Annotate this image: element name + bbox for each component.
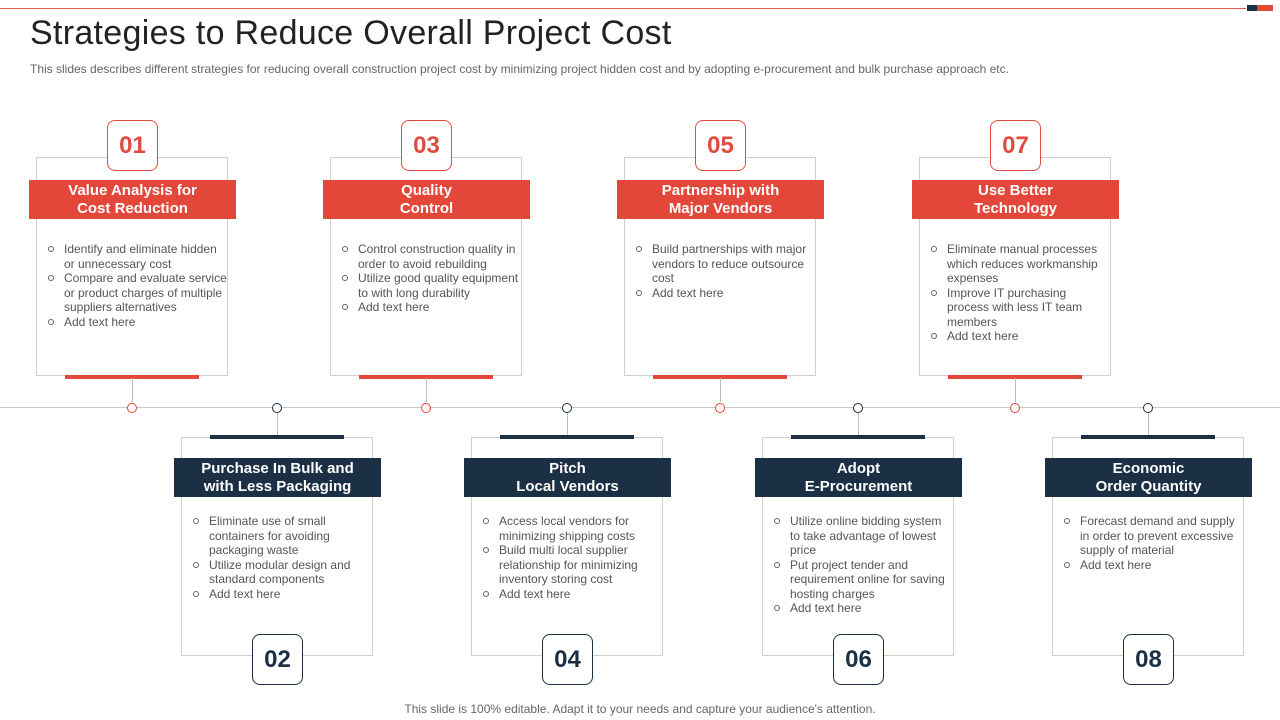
strategy-title-line: Partnership with [661,181,780,199]
connector-line [720,378,721,402]
bullet-item: Add text here [772,601,954,616]
strategy-title: Use Better Technology [912,180,1119,219]
strategy-title-line: Purchase In Bulk and [201,459,354,477]
timeline-line [0,407,1280,408]
timeline-node [1143,403,1153,413]
connector-line [426,378,427,402]
bullet-item: Add text here [46,315,228,330]
strategy-title-line: Value Analysis for [68,181,197,199]
page-subtitle: This slides describes different strategi… [30,62,1009,76]
strategy-title-line: Major Vendors [668,199,773,217]
step-number: 06 [833,634,884,685]
accent-bar [500,435,634,439]
accent-bar [359,375,493,379]
timeline-node [127,403,137,413]
strategy-bullets: Eliminate use of small containers for av… [191,514,373,601]
strategy-title: Adopt E-Procurement [755,458,962,497]
strategy-title-line: Pitch [549,459,586,477]
bullet-item: Utilize modular design and standard comp… [191,558,373,587]
strategy-bullets: Access local vendors for minimizing ship… [481,514,663,601]
top-rule [0,8,1246,9]
strategy-bullets: Forecast demand and supply in order to p… [1062,514,1244,572]
bullet-item: Add text here [929,329,1111,344]
strategy-title-line: Technology [973,199,1058,217]
strategy-title-line: Use Better [977,181,1054,199]
accent-bar [948,375,1082,379]
timeline-node [1010,403,1020,413]
strategy-bullets: Utilize online bidding system to take ad… [772,514,954,616]
strategy-title: Pitch Local Vendors [464,458,671,497]
connector-line [1148,412,1149,435]
timeline-node [853,403,863,413]
bullet-item: Improve IT purchasing process with less … [929,286,1111,330]
timeline-node [562,403,572,413]
timeline-node [272,403,282,413]
strategy-title-line: Order Quantity [1095,477,1202,495]
connector-line [567,412,568,435]
accent-bar [210,435,344,439]
bullet-item: Identify and eliminate hidden or unneces… [46,242,228,271]
strategy-bullets: Identify and eliminate hidden or unneces… [46,242,228,329]
strategy-title-line: Economic [1112,459,1185,477]
bullet-item: Put project tender and requirement onlin… [772,558,954,602]
strategy-bullets: Build partnerships with major vendors to… [634,242,816,300]
strategy-title-line: with Less Packaging [203,477,352,495]
strategy-title-line: Local Vendors [516,477,619,495]
accent-bar [653,375,787,379]
step-number: 05 [695,120,746,171]
strategy-title-line: Control [399,199,454,217]
bullet-item: Utilize online bidding system to take ad… [772,514,954,558]
accent-bar [1081,435,1215,439]
bullet-item: Forecast demand and supply in order to p… [1062,514,1244,558]
strategy-title-line: Adopt [836,459,881,477]
connector-line [132,378,133,402]
bullet-item: Build partnerships with major vendors to… [634,242,816,286]
strategy-title: Economic Order Quantity [1045,458,1252,497]
bullet-item: Eliminate manual processes which reduces… [929,242,1111,286]
timeline-node [421,403,431,413]
strategy-bullets: Eliminate manual processes which reduces… [929,242,1111,344]
connector-line [277,412,278,435]
step-number: 08 [1123,634,1174,685]
bullet-item: Add text here [191,587,373,602]
bullet-item: Add text here [1062,558,1244,573]
bullet-item: Add text here [634,286,816,301]
accent-bar [791,435,925,439]
timeline-node [715,403,725,413]
bullet-item: Eliminate use of small containers for av… [191,514,373,558]
bullet-item: Add text here [340,300,522,315]
strategy-title: Purchase In Bulk and with Less Packaging [174,458,381,497]
step-number: 03 [401,120,452,171]
footer-note: This slide is 100% editable. Adapt it to… [404,702,876,716]
step-number: 04 [542,634,593,685]
accent-bar [65,375,199,379]
bullet-item: Compare and evaluate service or product … [46,271,228,315]
bullet-item: Utilize good quality equipment to with l… [340,271,522,300]
bullet-item: Control construction quality in order to… [340,242,522,271]
strategy-title-line: E-Procurement [804,477,913,495]
corner-mark [1247,5,1273,11]
bullet-item: Access local vendors for minimizing ship… [481,514,663,543]
connector-line [1015,378,1016,402]
page-title: Strategies to Reduce Overall Project Cos… [30,14,672,52]
strategy-bullets: Control construction quality in order to… [340,242,522,315]
strategy-title-line: Cost Reduction [77,199,188,217]
bullet-item: Add text here [481,587,663,602]
step-number: 07 [990,120,1041,171]
step-number: 02 [252,634,303,685]
strategy-title: Partnership with Major Vendors [617,180,824,219]
strategy-title-line: Quality [401,181,452,199]
step-number: 01 [107,120,158,171]
connector-line [858,412,859,435]
strategy-title: Value Analysis for Cost Reduction [29,180,236,219]
strategy-title: Quality Control [323,180,530,219]
bullet-item: Build multi local supplier relationship … [481,543,663,587]
